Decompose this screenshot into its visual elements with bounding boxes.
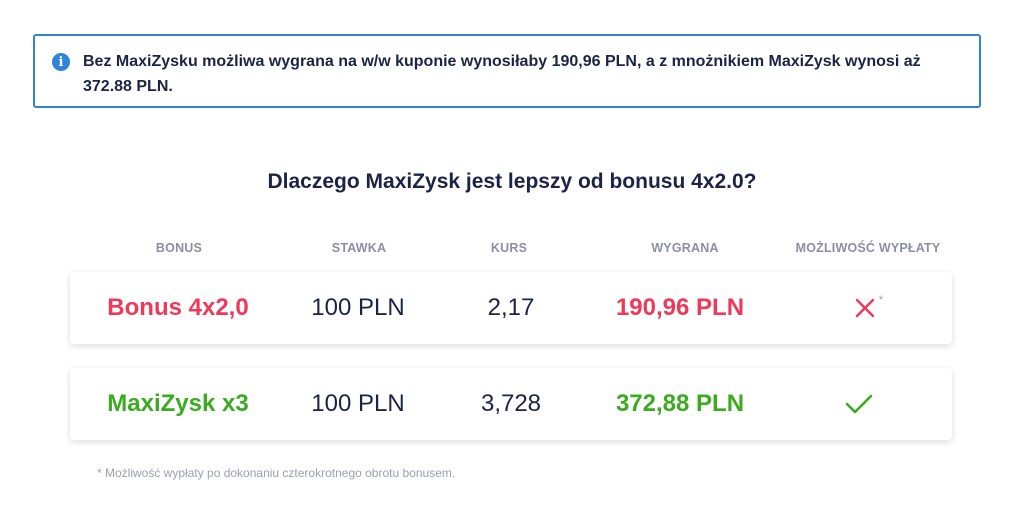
row-maxizysk-kurs: 3,728: [480, 390, 542, 417]
column-header-kurs: KURS: [490, 241, 528, 255]
info-banner: i Bez MaxiZysku możliwa wygrana na w/w k…: [33, 34, 981, 108]
table-row-bonus: Bonus 4x2,0 100 PLN 2,17 190,96 PLN *: [70, 272, 952, 344]
column-header-bonus: BONUS: [155, 241, 203, 255]
row-maxizysk-wygrana: 372,88 PLN: [615, 390, 745, 417]
column-header-mozliwosc-wyplaty: MOŻLIWOŚĆ WYPŁATY: [795, 241, 941, 255]
column-header-stawka: STAWKA: [331, 241, 387, 255]
section-heading: Dlaczego MaxiZysk jest lepszy od bonusu …: [267, 170, 757, 193]
check-icon: [845, 394, 873, 414]
row-maxizysk-name: MaxiZysk x3: [107, 390, 249, 417]
row-maxizysk-stawka: 100 PLN: [311, 390, 405, 417]
row-bonus-stawka: 100 PLN: [311, 294, 405, 321]
row-bonus-kurs: 2,17: [487, 294, 535, 321]
table-row-maxizysk: MaxiZysk x3 100 PLN 3,728 372,88 PLN: [70, 368, 952, 440]
footnote: * Możliwość wypłaty po dokonaniu czterok…: [97, 466, 456, 480]
payout-footnote-marker: *: [878, 294, 884, 306]
row-bonus-name: Bonus 4x2,0: [107, 294, 249, 321]
row-bonus-wygrana: 190,96 PLN: [615, 294, 745, 321]
column-header-wygrana: WYGRANA: [651, 241, 719, 255]
row-maxizysk-wyplata: [770, 368, 948, 440]
info-text: Bez MaxiZysku możliwa wygrana na w/w kup…: [83, 53, 921, 95]
info-icon: i: [52, 53, 70, 71]
cross-icon: [855, 298, 875, 318]
row-bonus-wyplata: *: [778, 272, 956, 344]
